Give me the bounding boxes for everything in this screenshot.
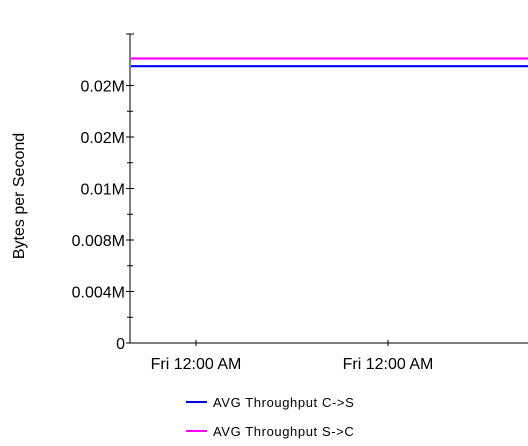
legend-label-1: AVG Throughput C->S	[213, 395, 354, 410]
x-tick-label: Fri 12:00 AM	[343, 356, 434, 373]
x-tick-label: Fri 12:00 AM	[151, 356, 242, 373]
legend: AVG Throughput C->S AVG Throughput S->C	[186, 395, 354, 439]
y-tick-label: 0.02M	[81, 79, 125, 96]
y-tick-label: 0.01M	[81, 182, 125, 199]
y-tick-label: 0	[116, 336, 125, 353]
y-tick-label: 0.008M	[72, 233, 125, 250]
plot-series	[131, 57, 528, 68]
x-axis: Fri 12:00 AM Fri 12:00 AM	[130, 340, 528, 373]
y-tick-label: 0.02M	[81, 130, 125, 147]
y-axis-title: Bytes per Second	[11, 133, 28, 259]
legend-label-2: AVG Throughput S->C	[213, 424, 354, 439]
y-axis: 0 0.004M 0.008M 0.01M 0.02M 0.02M	[72, 33, 134, 353]
y-tick-label: 0.004M	[72, 285, 125, 302]
